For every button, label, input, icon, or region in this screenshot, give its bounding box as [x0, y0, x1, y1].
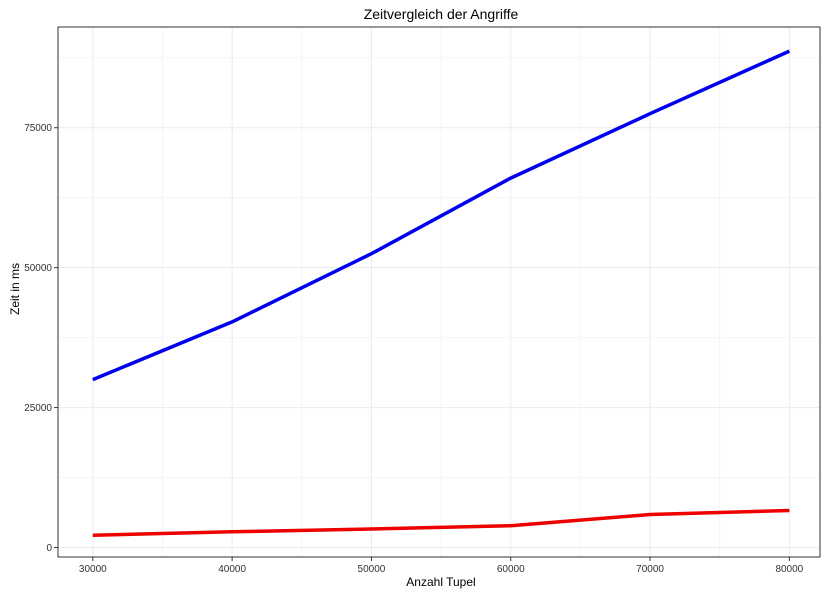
y-axis-label: Zeit in ms: [8, 263, 22, 315]
y-tick-label: 25000: [24, 403, 52, 414]
minor-gridlines: [58, 27, 820, 557]
x-tick-label: 50000: [358, 564, 386, 575]
series-line-2: [92, 508, 790, 537]
y-axis: 0 25000 50000 75000: [24, 123, 58, 554]
plot-panel: [57, 26, 821, 558]
series-lines: [92, 49, 791, 537]
y-tick-label: 0: [46, 543, 52, 554]
series-line-1: [92, 49, 791, 382]
y-tick-label: 50000: [24, 263, 52, 274]
x-tick-label: 80000: [775, 564, 803, 575]
x-tick-label: 30000: [79, 564, 107, 575]
x-tick-label: 40000: [218, 564, 246, 575]
y-tick-label: 75000: [24, 123, 52, 134]
major-gridlines: [58, 27, 820, 557]
x-tick-label: 60000: [497, 564, 525, 575]
x-axis-label: Anzahl Tupel: [406, 575, 475, 589]
x-axis: 30000 40000 50000 60000 70000 80000: [79, 557, 804, 575]
chart-title: Zeitvergleich der Angriffe: [364, 6, 519, 22]
x-tick-label: 70000: [636, 564, 664, 575]
